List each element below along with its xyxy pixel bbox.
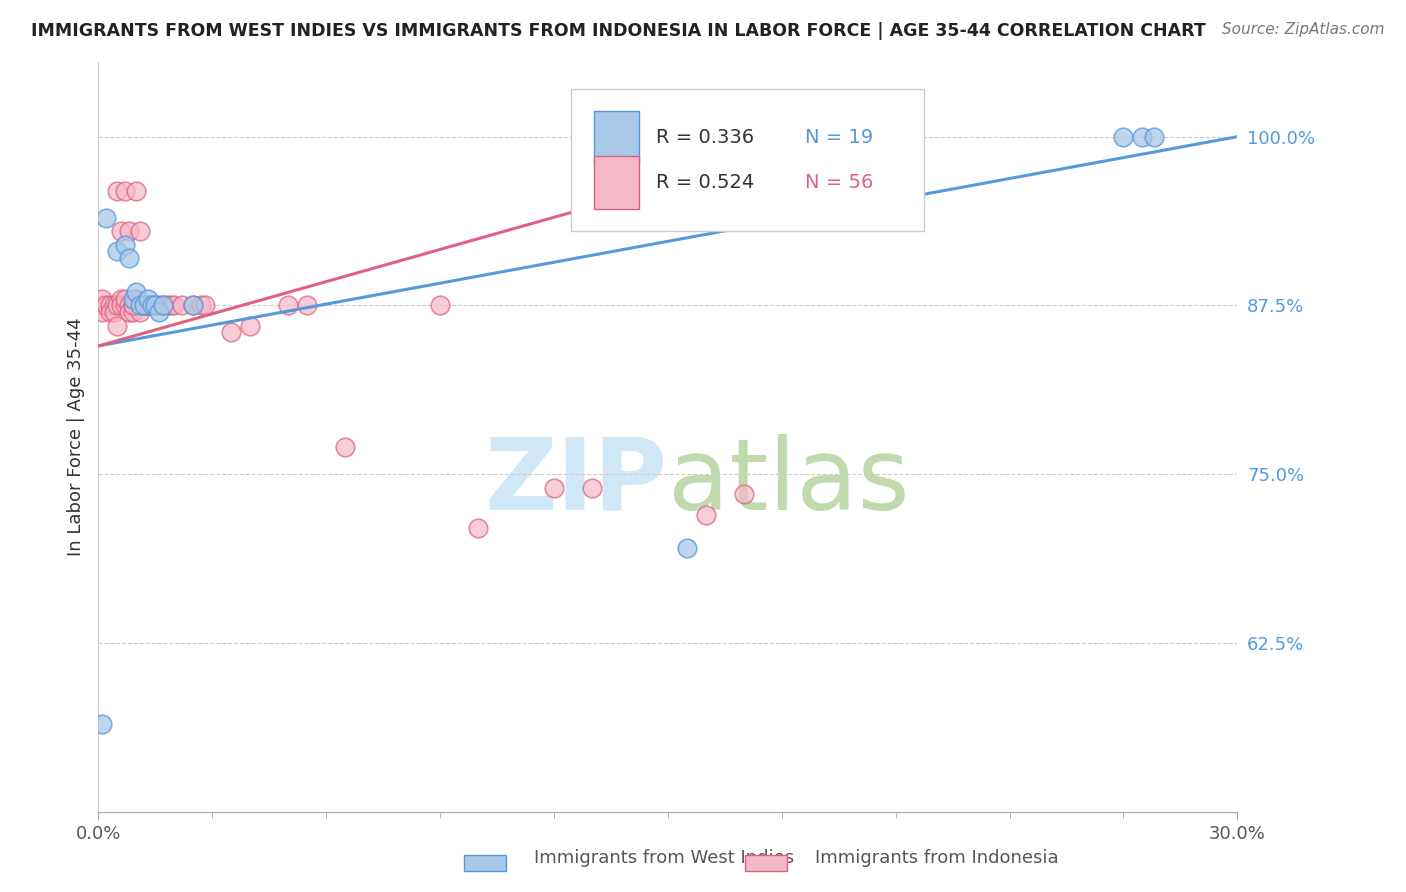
Point (91, 292, 114, 306)
Point (152, 298, 174, 312)
Point (118, 251, 141, 265)
Point (121, 292, 143, 306)
Point (118, 305, 141, 319)
Bar (593, 156, 640, 209)
Text: Source: ZipAtlas.com: Source: ZipAtlas.com (1222, 22, 1385, 37)
Point (125, 292, 148, 306)
Text: Immigrants from Indonesia: Immigrants from Indonesia (815, 849, 1059, 867)
Point (125, 285, 148, 299)
Point (98, 305, 121, 319)
Text: R = 0.524: R = 0.524 (657, 173, 755, 192)
FancyBboxPatch shape (571, 88, 924, 231)
Point (141, 298, 163, 312)
Point (107, 184, 129, 198)
Point (148, 305, 170, 319)
Point (114, 292, 136, 306)
Point (129, 224, 152, 238)
Point (335, 440, 357, 454)
Text: N = 56: N = 56 (804, 173, 873, 192)
Point (91, 717, 114, 731)
Point (136, 298, 159, 312)
Point (152, 298, 174, 312)
Point (221, 326, 243, 340)
Point (141, 298, 163, 312)
Point (141, 298, 163, 312)
Point (733, 487, 755, 501)
Point (676, 541, 699, 556)
Point (114, 237, 136, 252)
Point (136, 292, 159, 306)
Point (467, 521, 489, 535)
Point (121, 298, 143, 312)
Point (118, 298, 141, 312)
Point (110, 298, 132, 312)
Point (103, 298, 125, 312)
Point (1112, 129, 1135, 144)
Point (98, 298, 121, 312)
Text: ZIP: ZIP (485, 434, 668, 531)
Point (183, 298, 205, 312)
Point (132, 298, 155, 312)
Point (107, 318, 129, 333)
Point (125, 298, 148, 312)
Point (91, 305, 114, 319)
Point (103, 305, 125, 319)
Point (194, 298, 217, 312)
Text: N = 19: N = 19 (804, 128, 873, 147)
Point (163, 298, 186, 312)
Point (581, 481, 603, 495)
Point (145, 298, 167, 312)
Point (429, 298, 451, 312)
Point (110, 292, 132, 306)
Point (129, 298, 152, 312)
Point (132, 298, 155, 312)
Point (159, 298, 181, 312)
Point (239, 318, 262, 333)
Point (118, 224, 141, 238)
Point (114, 184, 136, 198)
Point (94, 298, 117, 312)
Point (125, 184, 148, 198)
Point (190, 298, 212, 312)
Bar (593, 112, 640, 163)
Text: IMMIGRANTS FROM WEST INDIES VS IMMIGRANTS FROM INDONESIA IN LABOR FORCE | AGE 35: IMMIGRANTS FROM WEST INDIES VS IMMIGRANT… (31, 22, 1206, 40)
Point (145, 298, 167, 312)
Point (170, 298, 193, 312)
Point (1132, 129, 1154, 144)
Point (156, 298, 179, 312)
Point (91, 298, 114, 312)
Text: Immigrants from West Indies: Immigrants from West Indies (534, 849, 794, 867)
Point (183, 298, 205, 312)
Point (107, 244, 129, 259)
Point (121, 298, 143, 312)
Point (277, 298, 299, 312)
Point (148, 298, 170, 312)
Y-axis label: In Labor Force | Age 35-44: In Labor Force | Age 35-44 (66, 318, 84, 557)
Text: R = 0.336: R = 0.336 (657, 128, 755, 147)
Point (110, 224, 132, 238)
Point (121, 305, 143, 319)
Point (129, 298, 152, 312)
Point (132, 298, 155, 312)
Point (695, 508, 717, 522)
Point (1143, 129, 1166, 144)
Point (543, 481, 565, 495)
Point (136, 298, 159, 312)
Point (129, 305, 152, 319)
Text: atlas: atlas (668, 434, 910, 531)
Point (94, 211, 117, 225)
Point (297, 298, 319, 312)
Point (114, 298, 136, 312)
Point (107, 298, 129, 312)
